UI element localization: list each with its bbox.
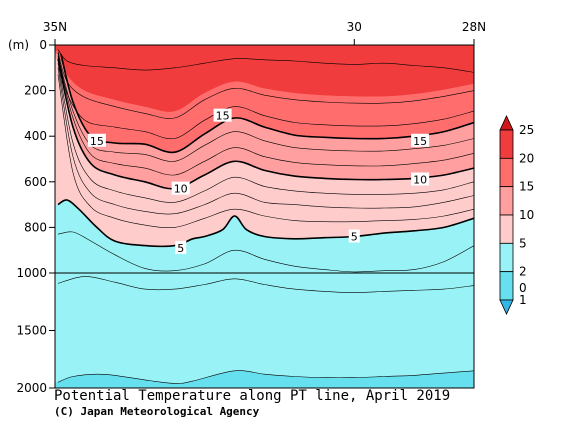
colorbar-segment [499,271,514,301]
y-axis-unit: (m) [8,38,29,52]
colorbar-label: 15 [519,180,534,194]
isotherm-red-2 [57,52,474,140]
isotherm-label-bg [411,172,430,186]
isotherm-red-0 [57,49,474,73]
x-axis-ticks: 35N 30 28N [43,20,486,45]
colorbar-label: 1 [519,293,527,307]
colorbar-top-arrow [499,115,514,131]
colorbar-label: 10 [519,208,534,222]
x-tick-label: 35N [43,20,67,34]
isotherm-cyan-2 [57,370,474,384]
y-tick-label: 600 [24,175,47,189]
colorbar-segment [499,186,514,216]
x-tick-label: 28N [462,20,486,34]
x-tick-label: 30 [347,20,362,34]
colorbar-label: 25 [519,123,534,137]
isotherm-pink-3 [57,67,474,215]
isotherm-red-1 [57,51,474,119]
y-tick-label: 1000 [16,266,47,280]
isotherm-label: 10 [413,174,427,187]
isotherm-5 [57,199,474,248]
colorbar-segment [499,129,514,159]
isotherm-cyan-0 [57,231,474,273]
isotherm-label: 15 [413,135,427,148]
colorbar-segment [499,157,514,188]
colorbar-label: 0 [519,281,527,295]
isotherm-label: 5 [177,242,184,255]
isotherm-pink-1 [57,56,474,176]
isotherm-pink-4 [57,74,474,229]
plot-frame [54,44,475,389]
temperature-fills [55,45,474,388]
y-axis-ticks: 0 200 400 600 800 1000 1500 2000 (m) [8,38,55,395]
isotherm-10 [57,58,474,190]
colorbar-segment [499,242,514,273]
zone-1-2 [55,370,474,388]
colorbar-label: 20 [519,151,534,165]
plot-border [54,44,475,389]
isotherm-label: 15 [90,135,104,148]
isotherm-pink-0 [57,55,474,162]
colorbar-segment [499,214,514,244]
isotherm-label-bg [213,108,232,122]
isotherm-label: 15 [216,110,230,123]
isotherm-label: 5 [351,231,358,244]
isotherm-label: 10 [174,183,188,196]
chart-credit: (C) Japan Meteorological Agency [54,405,260,418]
y-tick-label: 800 [24,220,47,234]
isotherm-label-bg [411,133,430,147]
colorbar-label: 5 [519,236,527,250]
isotherm-label-bg [87,133,106,147]
isotherm-lines [57,49,474,384]
y-tick-label: 200 [24,84,47,98]
zone-20-25 [55,45,474,112]
y-tick-label: 2000 [16,381,47,395]
colorbar-bottom-arrow [499,299,514,315]
isotherm-pink-2 [57,63,474,203]
colorbar-label: 2 [519,265,527,279]
y-tick-label: 1500 [16,324,47,338]
chart-title: Potential Temperature along PT line, Apr… [54,388,451,404]
isotherm-cyan-1 [57,276,474,293]
isotherm-label-bg [348,229,360,243]
y-tick-label: 0 [39,38,47,52]
isotherm-label-bg [175,240,187,254]
isotherm-labels: 15 15 15 10 10 5 5 [87,108,430,255]
y-tick-label: 400 [24,129,47,143]
isotherm-label-bg [171,181,190,195]
